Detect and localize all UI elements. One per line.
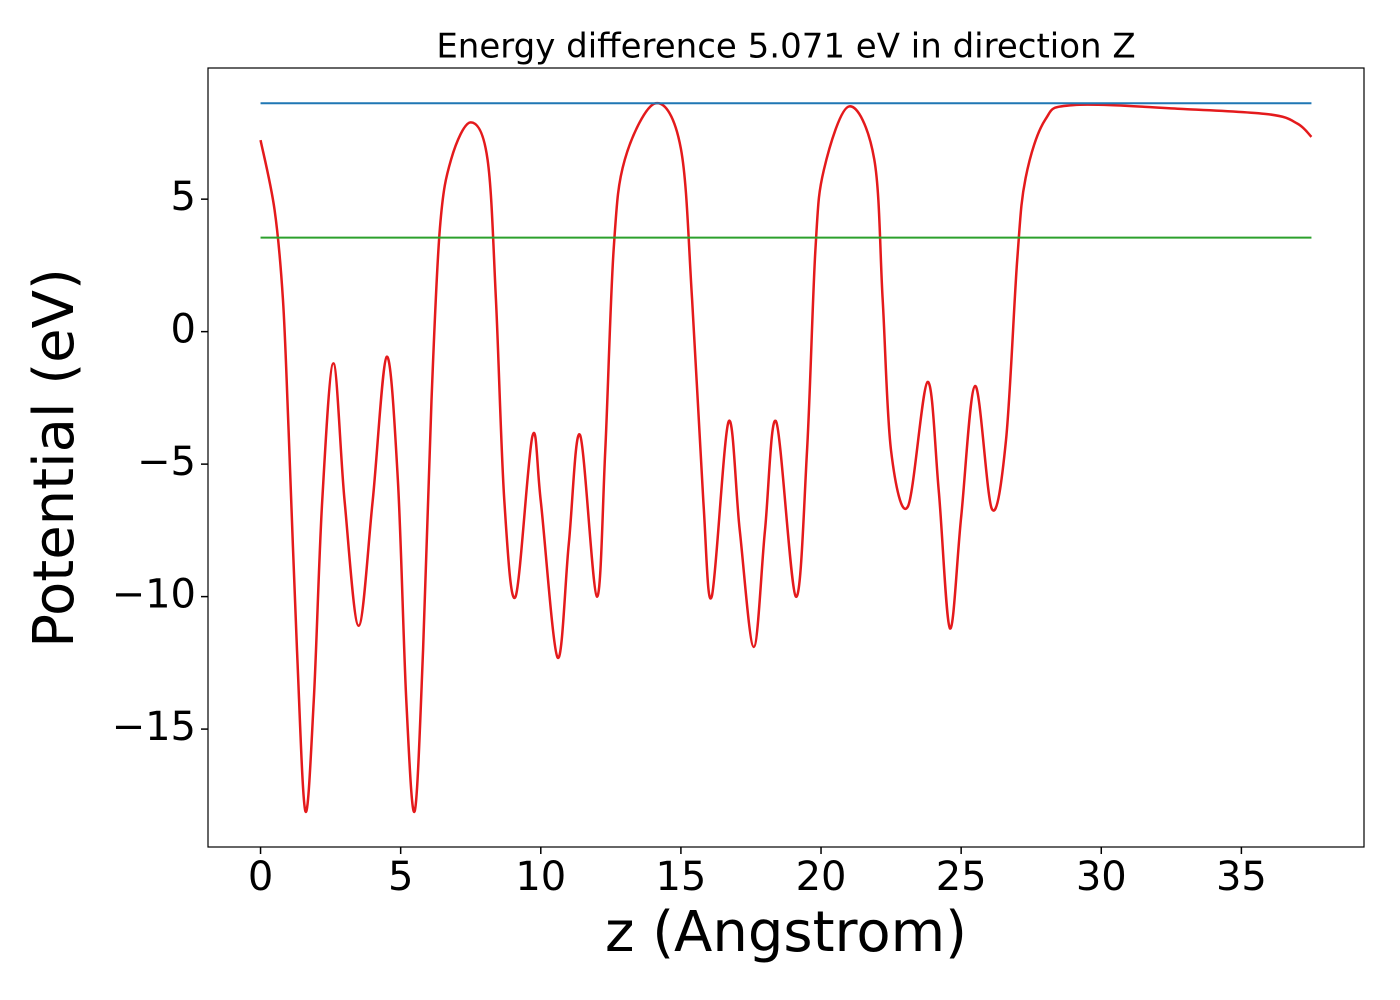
y-tick-label: 5: [171, 174, 196, 220]
y-tick-label: −10: [112, 572, 196, 618]
x-tick-label: 10: [515, 854, 566, 900]
x-tick-label: 15: [655, 854, 706, 900]
x-axis-label: z (Angstrom): [605, 900, 967, 965]
x-tick-label: 25: [936, 854, 987, 900]
data-line: [259, 101, 1313, 814]
plot-frame: [207, 67, 1365, 848]
x-tick-label: 20: [796, 854, 847, 900]
y-tick-label: −15: [112, 704, 196, 750]
x-tick-label: 0: [248, 854, 273, 900]
y-tick-label: 0: [171, 307, 196, 353]
y-axis-label: Potential (eV): [22, 268, 87, 648]
x-tick-label: 5: [388, 854, 413, 900]
chart-title: Energy difference 5.071 eV in direction …: [436, 27, 1135, 67]
x-tick-label: 35: [1216, 854, 1267, 900]
y-tick-label: −5: [137, 439, 196, 485]
x-tick-label: 30: [1076, 854, 1127, 900]
